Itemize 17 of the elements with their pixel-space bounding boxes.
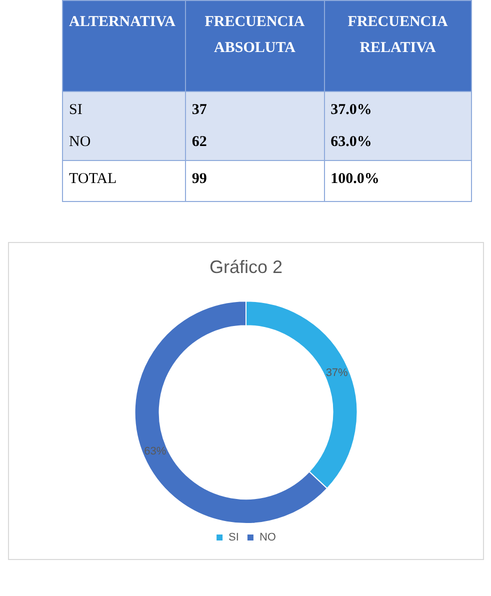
text: TOTAL [62,160,186,202]
text: ALTERNATIVA [62,0,186,92]
text: 99 [185,160,324,202]
text: FRECUENCIA ABSOLUTA [185,0,324,92]
text: 37 [185,92,324,126]
text: 62 [185,126,324,160]
text: 63.0% [324,126,472,160]
legend-label: NO [259,532,276,544]
data-label: 63% [144,446,166,458]
text: NO [62,126,186,160]
text: SI [62,92,186,126]
chart-title: Gráfico 2 [209,256,283,277]
data-label: 37% [326,367,348,380]
text: 37.0% [324,92,472,126]
text: FRECUENCIA RELATIVA [324,0,472,92]
legend-label: SI [228,532,239,544]
text: 100.0% [324,160,472,202]
